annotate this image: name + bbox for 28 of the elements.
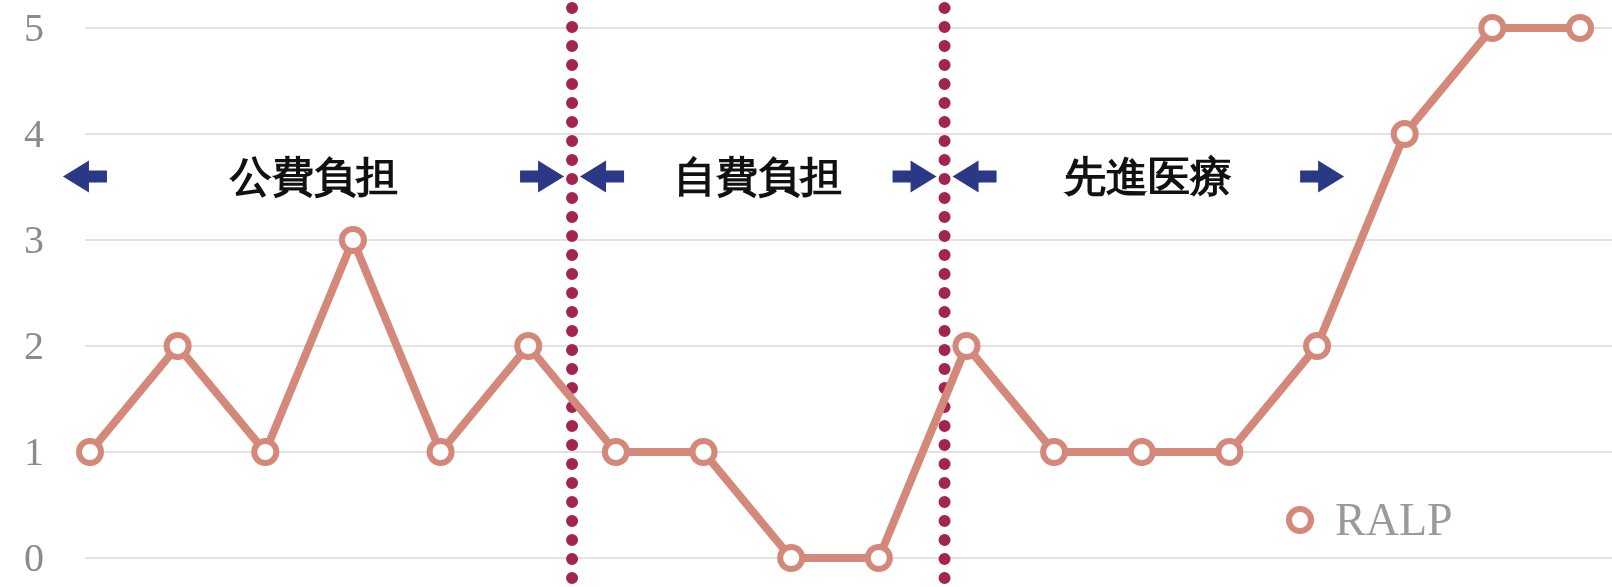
- point: [1215, 438, 1244, 466]
- point: [601, 438, 630, 466]
- annotation: 先進医療: [1063, 152, 1233, 202]
- point: [777, 544, 806, 572]
- point: [1390, 120, 1419, 148]
- point: [1566, 14, 1594, 42]
- y-tick-label: 1: [24, 429, 44, 474]
- point: [251, 438, 280, 466]
- point: [338, 226, 367, 254]
- y-tick-label: 5: [24, 5, 44, 50]
- point: [1040, 438, 1069, 466]
- y-tick-label: 4: [24, 111, 44, 156]
- y-tick-label: 3: [24, 217, 44, 262]
- point: [1303, 332, 1332, 360]
- annotation: 公費負担: [228, 152, 398, 202]
- point: [1127, 438, 1156, 466]
- y-tick-label: 2: [24, 323, 44, 368]
- legend-label: RALP: [1335, 494, 1453, 545]
- annotation: 自費負担: [674, 152, 843, 202]
- point: [689, 438, 718, 466]
- point: [1478, 14, 1507, 42]
- point: [76, 438, 104, 466]
- point: [514, 332, 543, 360]
- point: [952, 332, 981, 360]
- point: [163, 332, 192, 360]
- y-tick-label: 0: [24, 535, 44, 580]
- point: [426, 438, 455, 466]
- point: [864, 544, 893, 572]
